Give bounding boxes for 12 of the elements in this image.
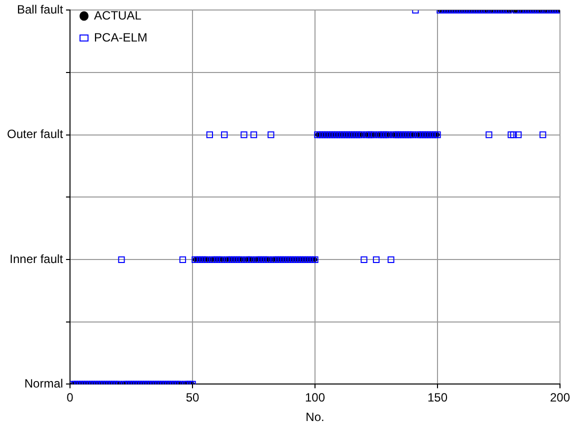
x-tick-label: 150 xyxy=(427,390,448,405)
x-tick-label: 50 xyxy=(186,390,200,405)
category-label: Normal xyxy=(24,376,64,391)
x-tick-label: 200 xyxy=(550,390,570,405)
category-label: Ball fault xyxy=(16,2,64,17)
legend-label: PCA-ELM xyxy=(94,30,148,44)
x-axis-title: No. xyxy=(306,410,324,424)
legend-label: ACTUAL xyxy=(94,8,142,22)
category-label: Inner fault xyxy=(10,252,64,266)
x-tick-label: 0 xyxy=(66,390,74,405)
category-label: Outer fault xyxy=(6,127,64,142)
x-tick-label: 100 xyxy=(305,390,326,405)
